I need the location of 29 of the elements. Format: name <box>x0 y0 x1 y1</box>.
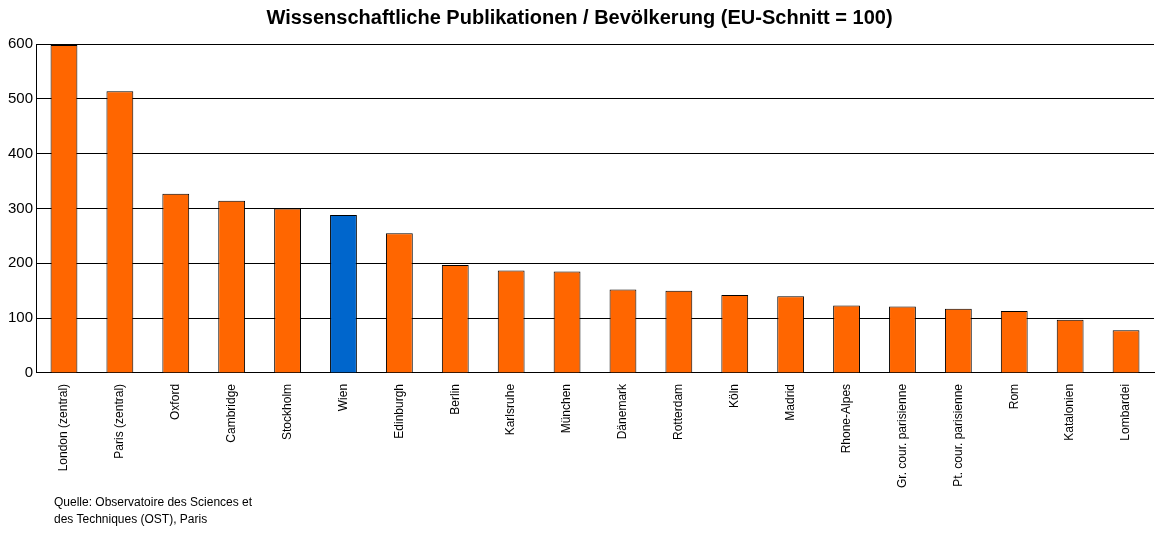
x-tick-label: München <box>559 383 574 434</box>
y-tick-label: 500 <box>8 88 34 106</box>
y-tick-label: 300 <box>8 198 34 216</box>
x-tick-label: Karlsruhe <box>503 383 518 436</box>
x-tick-label: Stockholm <box>279 383 294 440</box>
x-tick-label: Rotterdam <box>671 383 686 440</box>
x-tick-label: Edinburgh <box>391 383 406 439</box>
x-tick-label: Köln <box>727 383 742 408</box>
y-tick-label: 400 <box>8 143 34 161</box>
x-tick-label: Pt. cour. parisienne <box>950 383 965 487</box>
x-tick-label: Lombardei <box>1118 383 1133 441</box>
x-tick-label: Paris (zentral) <box>112 383 127 459</box>
x-tick-label: Katalonien <box>1062 383 1077 441</box>
x-tick-label: Wien <box>335 383 350 412</box>
y-tick-label: 0 <box>24 363 34 381</box>
x-tick-label: Berlin <box>447 383 462 415</box>
x-tick-label: Rom <box>1006 383 1021 410</box>
x-tick-label: London (zentral) <box>56 383 71 472</box>
x-tick-label: Cambridge <box>223 383 238 443</box>
y-tick-label: 200 <box>8 253 34 271</box>
x-tick-label: Madrid <box>782 383 797 421</box>
x-tick-label: Rhone-Alpes <box>838 383 853 454</box>
source-note: Quelle: Observatoire des Sciences et des Techniques (OST), Paris <box>54 494 254 528</box>
x-tick-label: Gr. cour. parisienne <box>894 383 909 489</box>
y-tick-label: 100 <box>8 308 34 326</box>
x-tick-label: Dänemark <box>615 382 630 440</box>
chart-title: Wissenschaftliche Publikationen / Bevölkerung (EU-Schnitt = 100) <box>266 5 893 28</box>
y-tick-label: 600 <box>8 34 34 52</box>
x-tick-label: Oxford <box>168 383 183 420</box>
